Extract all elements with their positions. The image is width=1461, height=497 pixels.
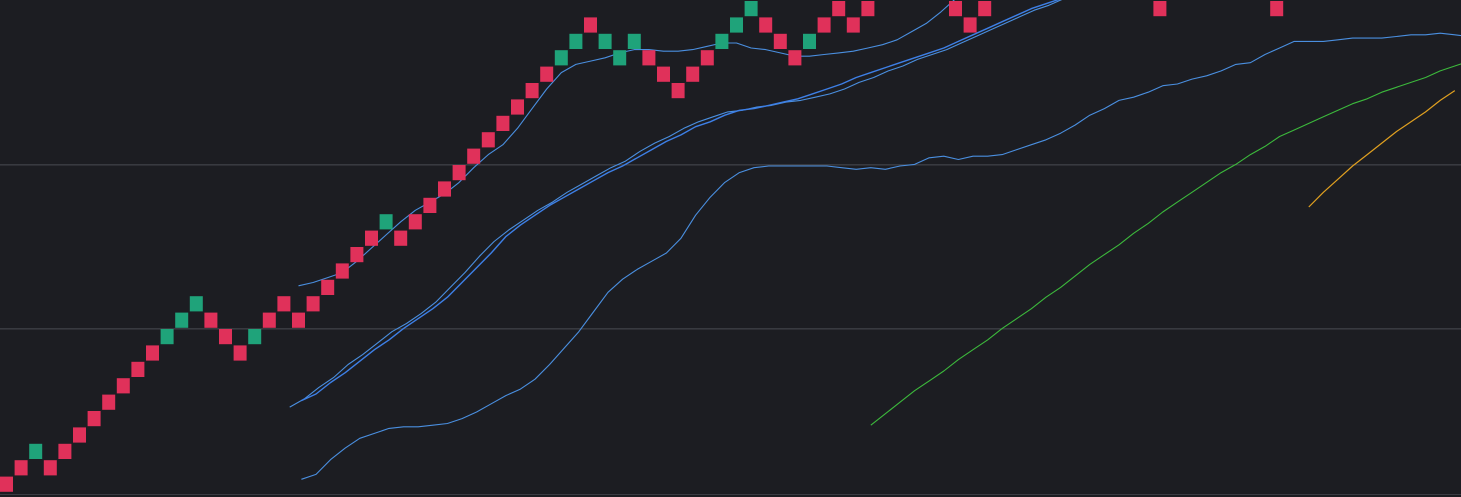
indicator-lines-layer — [289, 0, 1461, 480]
renko-brick-up — [219, 329, 232, 345]
renko-brick-up — [350, 247, 364, 263]
renko-brick-down — [248, 329, 262, 345]
renko-brick-down — [569, 33, 583, 49]
renko-brick-up — [43, 460, 57, 476]
renko-brick-up — [584, 17, 597, 33]
renko-brick-up — [963, 17, 977, 33]
renko-brick-up — [321, 279, 335, 295]
renko-brick-up — [292, 312, 305, 328]
renko-brick-up — [978, 1, 992, 17]
renko-brick-down — [627, 33, 641, 49]
series-line-bollinger-upper — [298, 0, 955, 287]
renko-brick-up — [58, 443, 72, 459]
renko-brick-up — [832, 1, 846, 17]
renko-brick-up — [204, 312, 218, 328]
renko-brick-up — [87, 411, 101, 427]
renko-brick-up — [642, 50, 656, 66]
renko-brick-down — [189, 296, 203, 312]
renko-brick-up — [408, 214, 422, 230]
renko-brick-up — [759, 17, 773, 33]
renko-brick-down — [598, 33, 612, 49]
renko-brick-up — [438, 181, 451, 197]
renko-brick-up — [496, 115, 510, 131]
renko-brick-up — [306, 296, 320, 312]
renko-brick-up — [467, 148, 481, 164]
renko-brick-down — [715, 33, 729, 49]
renko-brick-up — [1153, 1, 1167, 17]
series-line-ma-slow-green — [870, 63, 1461, 426]
renko-brick-up — [116, 378, 130, 394]
renko-brick-up — [540, 66, 554, 82]
renko-brick-down — [730, 17, 743, 33]
renko-brick-up — [1270, 1, 1284, 17]
renko-brick-down — [175, 312, 189, 328]
renko-brick-up — [861, 1, 875, 17]
series-line-middle-line — [289, 0, 1063, 408]
renko-brick-up — [14, 460, 28, 476]
renko-brick-up — [0, 476, 13, 492]
renko-brick-up — [773, 33, 787, 49]
renko-brick-up — [365, 230, 378, 246]
series-line-ma-fast — [301, 0, 1060, 402]
renko-brick-up — [700, 50, 714, 66]
renko-brick-up — [686, 66, 700, 82]
renko-brick-up — [102, 394, 116, 410]
renko-brick-up — [262, 312, 276, 328]
renko-brick-up — [657, 66, 670, 82]
renko-brick-down — [379, 214, 393, 230]
renko-brick-up — [788, 50, 802, 66]
renko-brick-up — [131, 361, 145, 377]
renko-brick-up — [335, 263, 349, 279]
renko-brick-up — [423, 197, 437, 213]
grid-layer — [0, 164, 1461, 495]
renko-brick-up — [511, 99, 524, 115]
renko-brick-down — [803, 33, 816, 49]
renko-brick-up — [452, 165, 466, 181]
series-line-ma-slowest-orange — [1308, 90, 1456, 208]
renko-brick-down — [613, 50, 627, 66]
renko-brick-up — [949, 1, 962, 17]
renko-brick-up — [394, 230, 408, 246]
renko-brick-up — [525, 83, 539, 99]
bricks-layer — [0, 1, 1284, 492]
renko-brick-up — [671, 83, 685, 99]
renko-brick-up — [817, 17, 831, 33]
renko-brick-down — [554, 50, 568, 66]
renko-brick-up — [846, 17, 860, 33]
renko-brick-up — [73, 427, 86, 443]
renko-brick-down — [160, 329, 174, 345]
renko-brick-up — [277, 296, 291, 312]
renko-brick-up — [481, 132, 495, 148]
renko-brick-down — [744, 1, 758, 17]
series-line-bollinger-lower — [301, 32, 1461, 480]
renko-brick-up — [233, 345, 247, 361]
renko-brick-down — [29, 443, 43, 459]
renko-brick-up — [146, 345, 159, 361]
